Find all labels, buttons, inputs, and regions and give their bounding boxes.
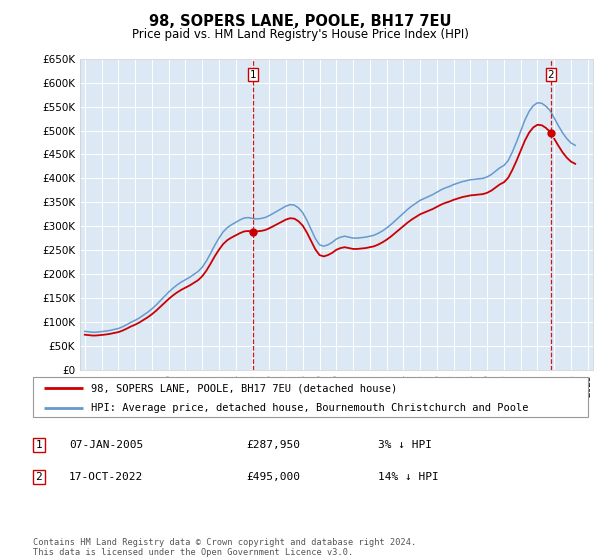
Text: 1: 1 bbox=[35, 440, 43, 450]
Text: 14% ↓ HPI: 14% ↓ HPI bbox=[378, 472, 439, 482]
Text: 3% ↓ HPI: 3% ↓ HPI bbox=[378, 440, 432, 450]
Text: £287,950: £287,950 bbox=[246, 440, 300, 450]
Text: 07-JAN-2005: 07-JAN-2005 bbox=[69, 440, 143, 450]
Text: 1: 1 bbox=[250, 69, 256, 80]
FancyBboxPatch shape bbox=[33, 377, 588, 417]
Text: 98, SOPERS LANE, POOLE, BH17 7EU (detached house): 98, SOPERS LANE, POOLE, BH17 7EU (detach… bbox=[91, 383, 398, 393]
Text: Contains HM Land Registry data © Crown copyright and database right 2024.
This d: Contains HM Land Registry data © Crown c… bbox=[33, 538, 416, 557]
Text: 17-OCT-2022: 17-OCT-2022 bbox=[69, 472, 143, 482]
Text: 98, SOPERS LANE, POOLE, BH17 7EU: 98, SOPERS LANE, POOLE, BH17 7EU bbox=[149, 14, 451, 29]
Text: 2: 2 bbox=[547, 69, 554, 80]
Text: HPI: Average price, detached house, Bournemouth Christchurch and Poole: HPI: Average price, detached house, Bour… bbox=[91, 403, 529, 413]
Text: 2: 2 bbox=[35, 472, 43, 482]
Text: Price paid vs. HM Land Registry's House Price Index (HPI): Price paid vs. HM Land Registry's House … bbox=[131, 28, 469, 41]
Text: £495,000: £495,000 bbox=[246, 472, 300, 482]
